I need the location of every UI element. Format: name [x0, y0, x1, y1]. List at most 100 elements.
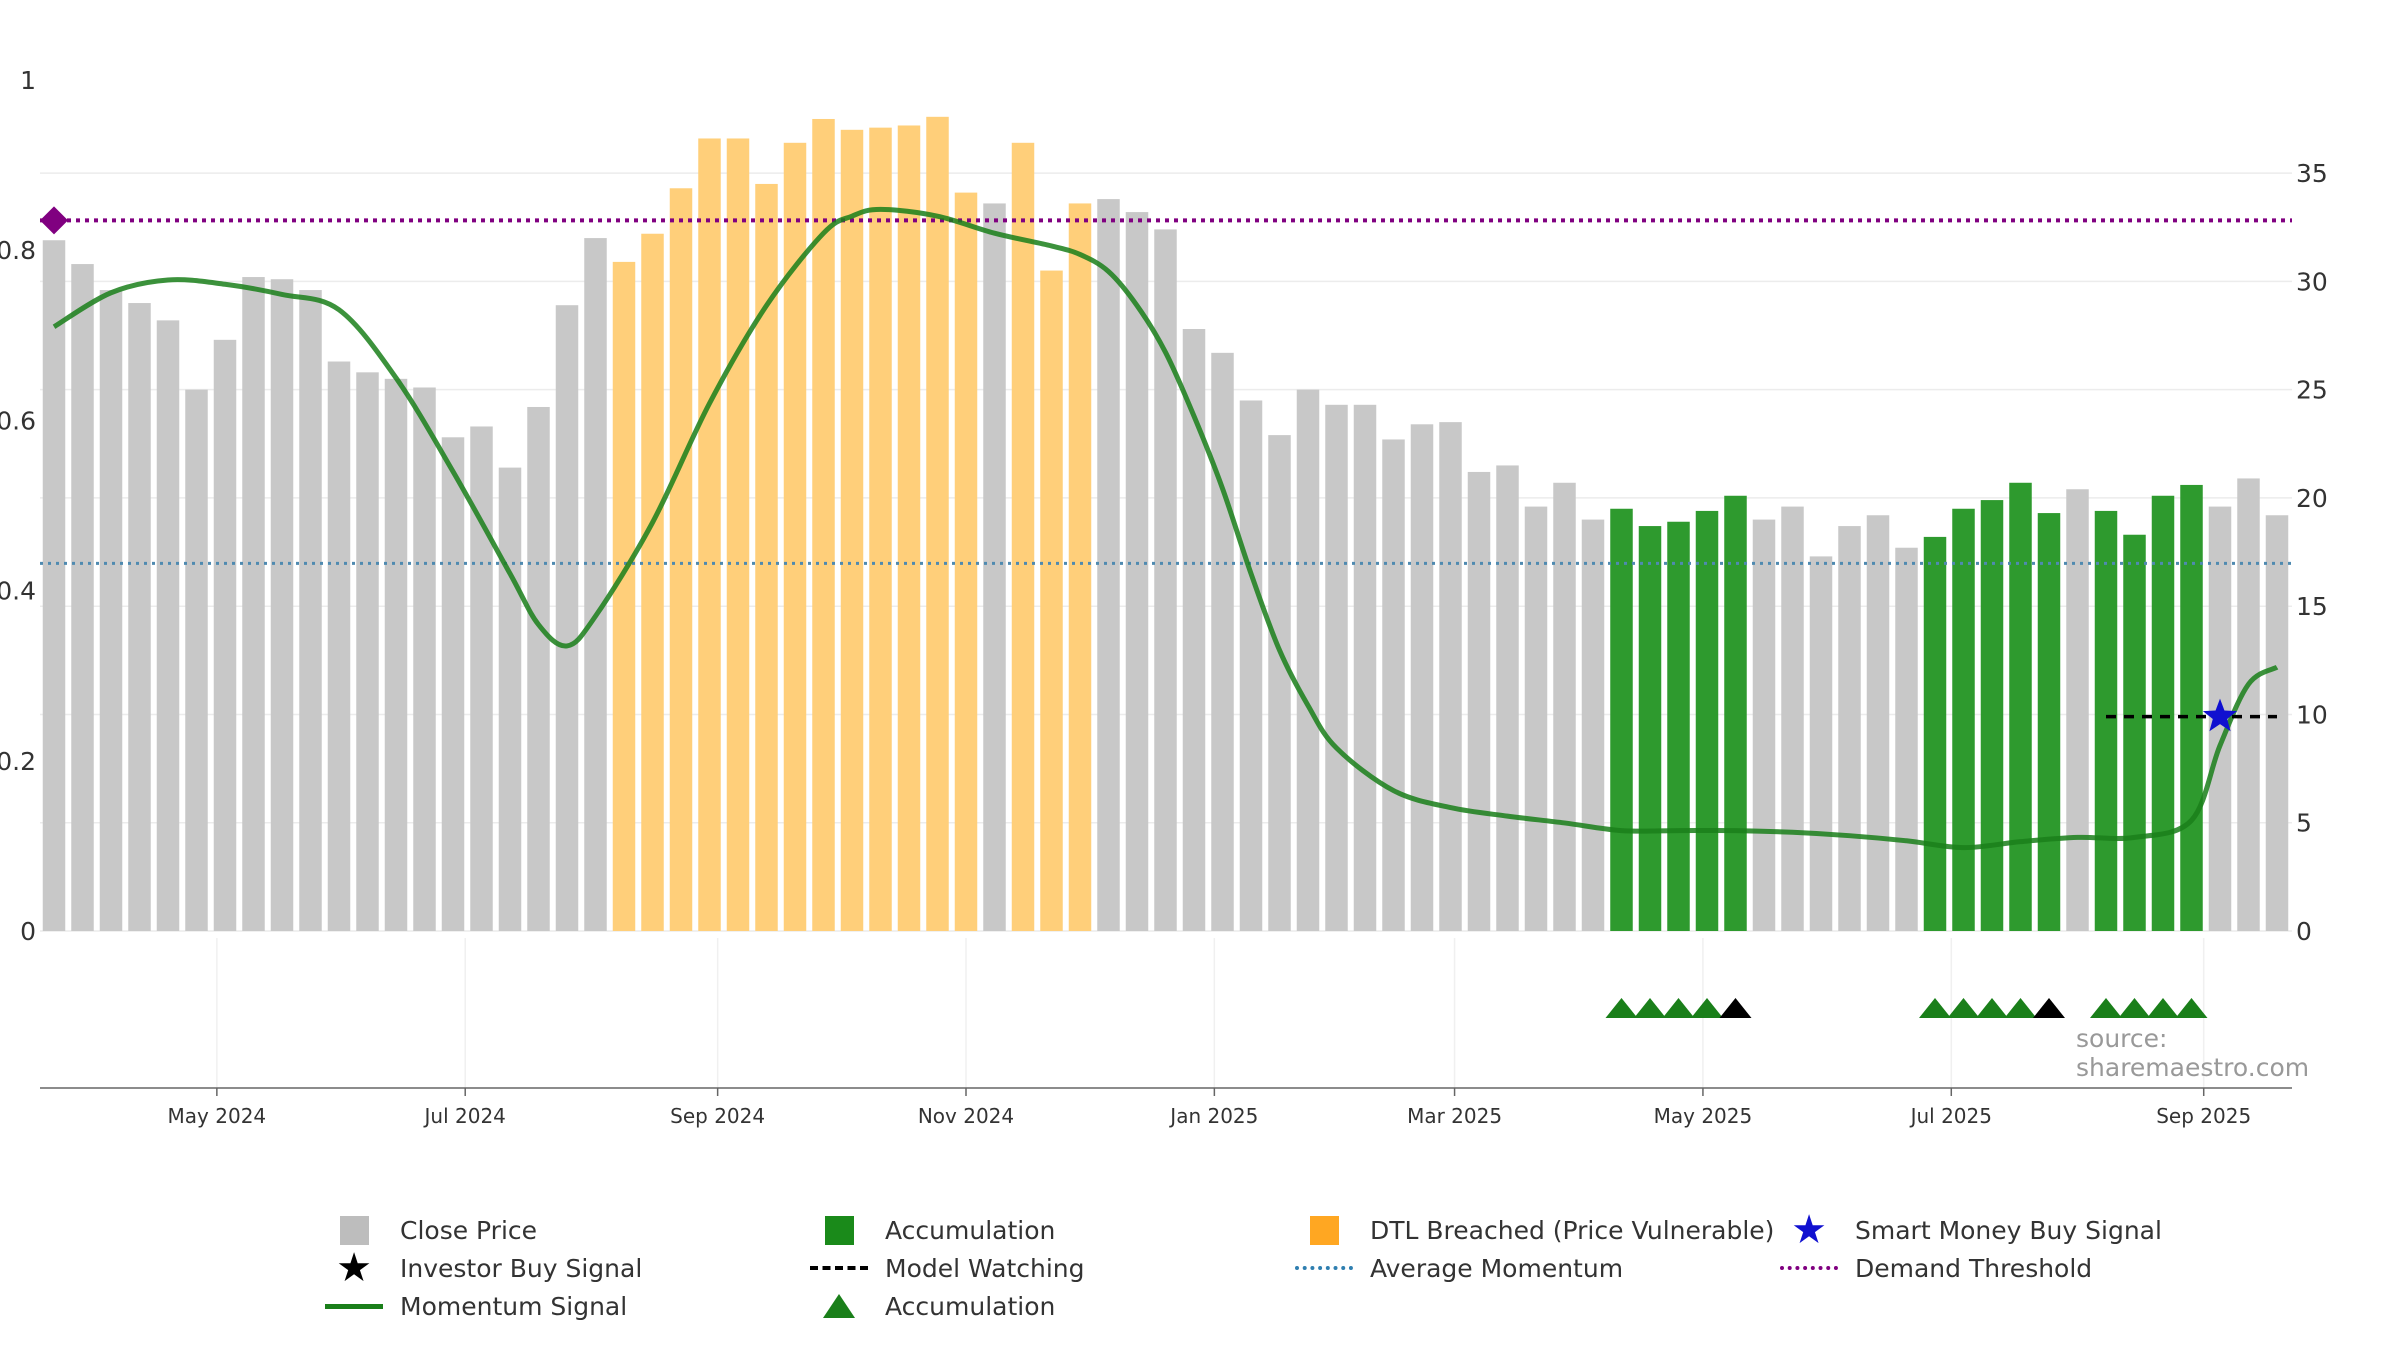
legend-label: Accumulation	[885, 1215, 1056, 1245]
dtl-breached-bar	[1011, 142, 1035, 931]
y-right-tick-label: 15	[2296, 592, 2328, 621]
markers-layer	[40, 206, 2238, 1018]
close-price-bar	[2066, 489, 2089, 931]
accumulation-triangle	[2118, 998, 2151, 1018]
accumulation-bar	[1638, 526, 1662, 931]
legend-label: Momentum Signal	[400, 1291, 628, 1321]
legend-label: Smart Money Buy Signal	[1855, 1215, 2162, 1245]
x-tick-label: Sep 2025	[2156, 1104, 2251, 1128]
legend-momentum: Momentum Signal	[320, 1288, 627, 1324]
y-right-tick-label: 25	[2296, 376, 2328, 405]
close-price-bar	[242, 277, 265, 931]
accumulation-triangle	[1947, 998, 1980, 1018]
close-price-bar	[413, 387, 436, 932]
close-price-bar	[356, 372, 379, 931]
y-right-tick-label: 0	[2296, 917, 2312, 946]
legend-close-price: Close Price	[320, 1212, 537, 1248]
dtl-breached-bar	[669, 188, 693, 931]
close-price-bar	[270, 279, 294, 931]
y-left-tick-label: 0.4	[0, 577, 36, 606]
y-right-tick-label: 20	[2296, 484, 2328, 513]
dtl-swatch	[1309, 1215, 1339, 1245]
momentum-line-swatch	[325, 1303, 383, 1309]
dtl-breached-bar	[698, 138, 721, 932]
smart-money-buy-star	[2202, 698, 2238, 732]
close-price-bar	[213, 339, 237, 932]
y-left-tick-label: 0.6	[0, 406, 36, 435]
dtl-breached-bar	[612, 261, 636, 931]
dtl-breached-bar	[812, 118, 835, 931]
dtl-breached-bar	[1040, 270, 1063, 932]
close-price-bar	[1211, 352, 1234, 931]
accumulation-triangle	[2147, 998, 2179, 1018]
investor-buy-triangle	[1719, 998, 1752, 1018]
x-tick-label: Jul 2024	[423, 1104, 506, 1128]
close-price-bar	[1353, 404, 1377, 931]
close-price-bar	[983, 203, 1006, 931]
y-left-tick-label: 1	[20, 66, 36, 95]
close-price-bar	[1752, 519, 1776, 931]
x-tick-label: Sep 2024	[670, 1104, 765, 1128]
accumulation-bar	[2123, 534, 2146, 931]
x-tick-label: Mar 2025	[1407, 1104, 1502, 1128]
accumulation-triangle	[1605, 998, 1638, 1018]
close-price-bar	[1496, 465, 1519, 931]
close-price-bar	[1581, 519, 1605, 931]
close-price-bar	[470, 426, 493, 931]
x-tick-label: May 2025	[1654, 1104, 1753, 1128]
investor-buy-triangle	[2033, 998, 2065, 1018]
close-price-bar	[1268, 435, 1291, 931]
accumulation-bar	[2094, 510, 2118, 931]
momentum-signal-line	[52, 206, 2279, 851]
axes-layer: May 2024 Jul 2024 Sep 2024 Nov 2024 Jan 2025…	[0, 66, 2328, 1128]
close-price-bar	[1524, 506, 1548, 931]
dtl-breached-bar	[869, 127, 892, 932]
close-price-bar	[1866, 515, 1890, 931]
accumulation-triangle	[2090, 998, 2122, 1018]
close-price-bar	[441, 437, 465, 931]
dtl-breached-bar	[954, 192, 978, 931]
accumulation-bar	[1952, 508, 1975, 931]
accumulation-triangle	[1634, 998, 1666, 1018]
legend-demand-threshold: Demand Threshold	[1775, 1250, 2092, 1286]
legend-accumulation-bar: Accumulation	[805, 1212, 1055, 1248]
dtl-breached-bar	[897, 125, 921, 932]
close-price-bar	[1097, 199, 1120, 932]
legend-investor-buy: ★ Investor Buy Signal	[320, 1248, 643, 1288]
dtl-breached-bar	[755, 183, 778, 931]
legend-average-momentum: Average Momentum	[1290, 1250, 1623, 1286]
x-tick-label: Jul 2025	[1909, 1104, 1992, 1128]
accumulation-bar	[1667, 521, 1690, 931]
demand-threshold-diamond	[40, 206, 68, 235]
lines-layer	[40, 206, 2292, 851]
close-price-bar	[42, 240, 66, 931]
legend-label: Close Price	[400, 1215, 538, 1245]
close-price-bar	[128, 303, 151, 931]
legend-smart-money: ★ Smart Money Buy Signal	[1775, 1210, 2162, 1250]
accumulation-bar	[1923, 536, 1947, 931]
demand-threshold-swatch	[1780, 1266, 1838, 1270]
source-note: source: sharemaestro.com	[2076, 1024, 2310, 1082]
accumulation-bar	[1724, 495, 1747, 931]
close-price-bar	[1239, 400, 1263, 931]
y-left-tick-label: 0.2	[0, 747, 36, 776]
accumulation-bar	[1610, 508, 1633, 931]
chart-legend: Close Price ★ Investor Buy Signal Moment…	[300, 1210, 2200, 1332]
accumulation-triangle	[2175, 998, 2208, 1018]
average-momentum-swatch	[1295, 1266, 1353, 1270]
close-price-bar	[99, 290, 123, 932]
close-price-bar	[2265, 515, 2289, 931]
close-price-bar	[185, 389, 208, 932]
close-price-bar	[1467, 471, 1491, 931]
legend-label: Investor Buy Signal	[400, 1253, 643, 1283]
legend-dtl-breached: DTL Breached (Price Vulnerable)	[1290, 1212, 1774, 1248]
close-price-bar	[584, 238, 607, 931]
accumulation-triangle	[1691, 998, 1723, 1018]
accumulation-bar	[1695, 510, 1719, 931]
legend-label: Average Momentum	[1370, 1253, 1624, 1283]
close-price-bar	[1296, 389, 1320, 932]
close-price-bar	[384, 378, 408, 931]
y-left-tick-label: 0	[20, 917, 36, 946]
close-price-bar	[1182, 329, 1206, 931]
